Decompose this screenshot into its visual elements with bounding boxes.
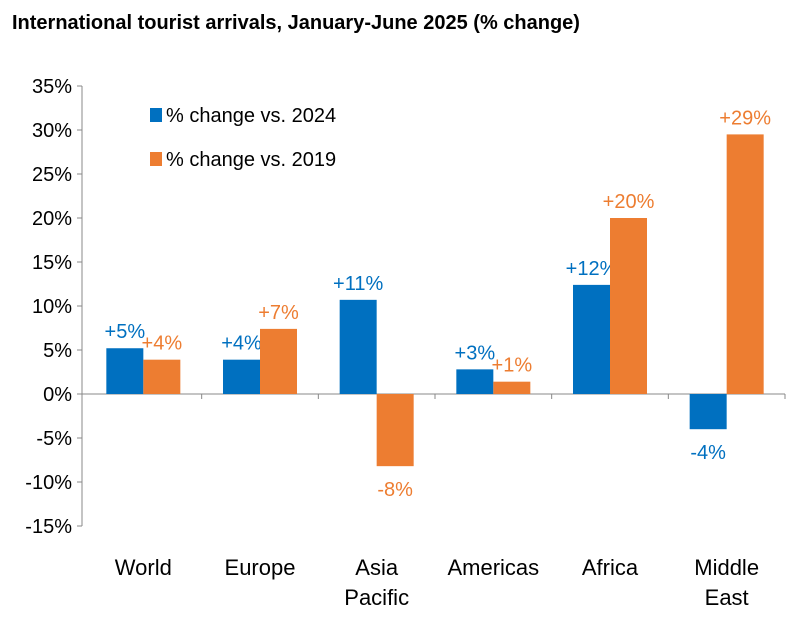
data-label: +4%	[221, 333, 262, 355]
legend-label: % change vs. 2024	[166, 105, 336, 127]
data-label: +29%	[719, 107, 771, 129]
data-label: +11%	[333, 273, 383, 295]
data-label: -4%	[690, 442, 726, 464]
bar-1	[726, 134, 764, 394]
legend-label: % change vs. 2019	[166, 149, 336, 171]
bar-0	[573, 284, 610, 394]
bar-0	[106, 348, 144, 394]
data-label: +1%	[492, 355, 533, 377]
category-label: Europe	[225, 555, 296, 580]
legend-swatch	[150, 152, 162, 166]
category-label: World	[115, 555, 172, 580]
category-label: Pacific	[344, 585, 409, 610]
bar-0	[339, 299, 377, 394]
y-tick-label: 30%	[32, 120, 72, 142]
data-label: +5%	[105, 321, 146, 343]
legend-swatch	[150, 108, 162, 122]
bar-0	[223, 359, 260, 394]
bar-1	[260, 328, 297, 394]
y-tick-label: -15%	[25, 516, 72, 538]
y-tick-label: -5%	[36, 428, 72, 450]
bar-1	[493, 381, 531, 394]
y-tick-label: -10%	[25, 472, 72, 494]
category-label: Asia	[355, 555, 399, 580]
category-label: East	[705, 585, 749, 610]
y-tick-label: 35%	[32, 76, 72, 98]
bar-1	[610, 218, 647, 394]
data-label: +3%	[455, 342, 496, 364]
y-tick-label: 15%	[32, 252, 72, 274]
y-tick-label: 20%	[32, 208, 72, 230]
bar-1	[143, 359, 181, 394]
bar-0	[456, 369, 494, 394]
data-label: +7%	[258, 302, 299, 324]
data-label: +20%	[603, 191, 655, 213]
category-label: Americas	[447, 555, 539, 580]
y-tick-label: 0%	[43, 384, 72, 406]
data-label: +12%	[566, 258, 618, 280]
data-label: -8%	[377, 479, 413, 501]
chart-title: International tourist arrivals, January-…	[12, 12, 580, 34]
bar-1	[376, 394, 414, 467]
y-tick-label: 25%	[32, 164, 72, 186]
category-label: Africa	[582, 555, 639, 580]
y-tick-label: 5%	[43, 340, 72, 362]
bar-0	[689, 394, 727, 430]
y-tick-label: 10%	[32, 296, 72, 318]
category-label: Middle	[694, 555, 759, 580]
data-label: +4%	[142, 333, 183, 355]
